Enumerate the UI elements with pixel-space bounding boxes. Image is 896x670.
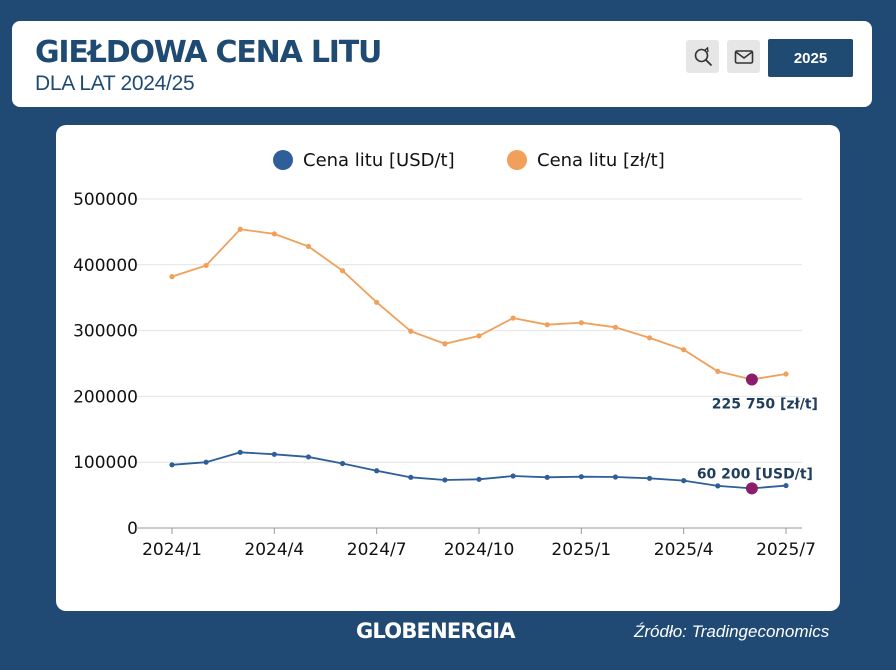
data-point [783,482,789,489]
page-title: GIEŁDOWA CENA LITU [35,35,382,70]
y-tick-label: 500000 [73,190,138,210]
y-tick-label: 0 [127,519,138,539]
data-point [510,473,516,479]
x-tick-label: 2025/1 [551,540,611,560]
data-point [510,315,516,321]
data-point [237,449,243,455]
year-button[interactable]: 2025 [768,39,853,77]
data-point [169,462,175,468]
data-point [339,268,346,274]
data-point [339,460,346,467]
page-subtitle: DLA LAT 2024/25 [35,72,195,95]
mail-button[interactable] [727,40,760,73]
y-tick-label: 100000 [73,453,138,473]
data-point [646,335,653,341]
data-point [646,475,653,481]
chart-card: 0 100000 200000 300000 400000 500000 2024/1 202… [56,125,840,611]
data-point [374,299,380,305]
series-line-0 [171,451,787,490]
data-point [681,347,687,353]
legend-marker [507,150,527,170]
globenergia-logo: GLOBENERGIA [356,619,515,643]
data-point [476,476,482,482]
highlight-point [745,482,758,495]
data-point [681,478,687,484]
legend-label: Cena litu [zł/t] [537,150,665,171]
series-line-1 [171,228,787,381]
x-tick-label: 2024/10 [444,540,515,560]
data-point [612,324,619,330]
x-tick-label: 2024/1 [142,540,202,560]
data-point [715,483,721,489]
annotation-label: 60 200 [USD/t] [697,466,813,482]
zoom-reset-button[interactable] [686,40,719,73]
legend-marker [273,150,293,170]
data-point [544,474,550,480]
data-point [442,477,448,483]
data-point [169,274,175,280]
header-panel: GIEŁDOWA CENA LITU DLA LAT 2024/25 2025 [12,21,872,107]
data-point [715,368,721,374]
data-point [203,262,209,269]
data-point [783,371,789,377]
data-point [203,459,209,465]
data-point [476,333,482,339]
x-tick-label: 2024/7 [347,540,407,560]
annotation-label: 225 750 [zł/t] [712,396,818,412]
mail-icon [734,49,753,64]
zoom-reset-icon [694,46,712,66]
data-point [408,474,414,480]
x-tick-label: 2025/4 [654,540,714,560]
line-chart: 0 100000 200000 300000 400000 500000 2024/1 202… [73,150,818,560]
data-point [544,322,550,328]
data-point [237,226,243,232]
data-point [271,231,277,237]
data-point [612,474,619,480]
y-tick-label: 400000 [73,256,138,276]
highlight-point [745,373,758,386]
legend-label: Cena litu [USD/t] [303,150,455,171]
data-point [271,451,277,457]
x-tick-label: 2024/4 [244,540,304,560]
data-point [442,341,448,347]
source-text: Źródło: Tradingeconomics [634,622,830,641]
data-point [578,474,584,480]
x-tick-label: 2025/7 [756,540,816,560]
data-point [578,320,584,326]
data-point [305,243,312,249]
data-point [305,454,312,460]
y-tick-label: 300000 [73,322,138,342]
data-point [374,468,380,474]
data-point [408,328,414,334]
y-tick-label: 200000 [73,387,138,407]
